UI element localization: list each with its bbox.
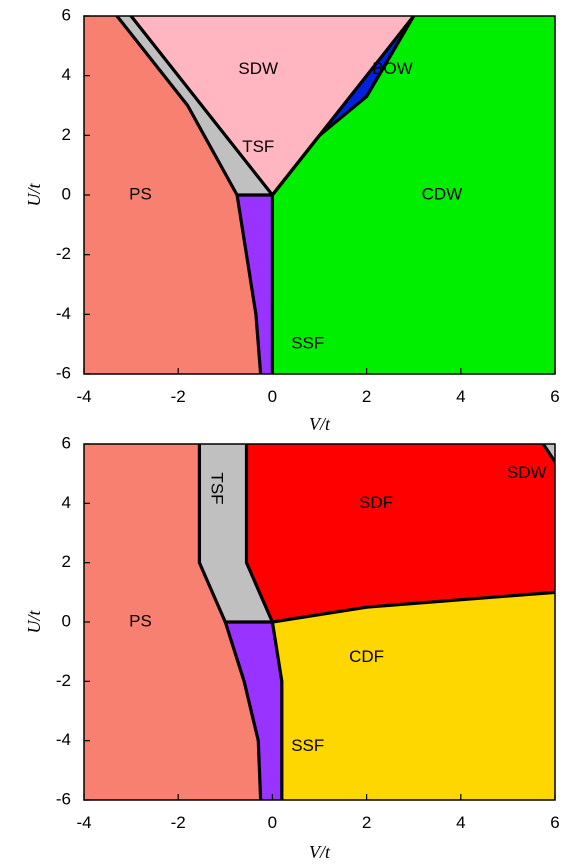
x-tick-label: -2: [171, 813, 186, 832]
y-tick-label: -2: [56, 244, 71, 263]
region-label-bow: BOW: [372, 59, 413, 78]
phase-boundary: [244, 444, 274, 624]
region-label-cdf: CDF: [349, 647, 384, 666]
plot-area: [84, 16, 555, 374]
region-label-ps: PS: [129, 184, 152, 203]
x-tick-label: 2: [362, 813, 371, 832]
y-tick-label: 6: [62, 5, 71, 24]
x-tick-label: 4: [456, 813, 465, 832]
x-axis-label: V/t: [309, 842, 331, 862]
y-tick-label: 4: [62, 493, 71, 512]
x-axis-label: V/t: [309, 414, 331, 434]
region-label-tsf: TSF: [207, 472, 226, 504]
phase-panel-2: PS TSF SDF SDW CDF SSF -4 -2 0 2 4 6 -6 -4 -2 0 2 4 6 V/t U/…: [24, 433, 560, 862]
x-tick-label: -2: [171, 387, 186, 406]
region-label-ps: PS: [129, 611, 152, 630]
y-tick-label: 2: [62, 552, 71, 571]
plot-area: [84, 444, 555, 800]
phase-boundary: [270, 620, 284, 800]
y-tick-label: -2: [56, 671, 71, 690]
phase-boundary: [541, 444, 555, 464]
y-tick-label: 2: [62, 125, 71, 144]
region-label-tsf: TSF: [242, 137, 274, 156]
y-tick-label: 0: [62, 184, 71, 203]
phase-boundary: [115, 16, 263, 374]
phase-boundary: [270, 16, 416, 197]
x-tick-label: 4: [456, 387, 465, 406]
y-tick-label: 6: [62, 433, 71, 452]
region-label-sdw: SDW: [507, 463, 547, 482]
x-tick-label: -4: [76, 813, 91, 832]
y-tick-label: 0: [62, 611, 71, 630]
x-tick-label: 0: [268, 813, 277, 832]
region-label-sdw: SDW: [238, 59, 278, 78]
x-tick-label: 0: [268, 387, 277, 406]
region-cdf: [272, 592, 555, 800]
x-tick-label: 2: [362, 387, 371, 406]
x-tick-label: 6: [550, 387, 559, 406]
y-tick-label: 4: [62, 65, 71, 84]
y-tick-label: -4: [56, 730, 71, 749]
y-axis-label: U/t: [24, 610, 44, 634]
y-tick-label: -6: [56, 789, 71, 808]
region-label-sdf: SDF: [359, 493, 393, 512]
phase-panel-1: PS TSF SDW BOW CDW SSF -4 -2 0 2 4 6 -6 -4 -2 0 2 4 6 V/t U/…: [24, 5, 560, 434]
phase-boundary: [270, 590, 555, 624]
y-tick-label: -6: [56, 363, 71, 382]
x-tick-label: -4: [76, 387, 91, 406]
phase-boundary: [197, 444, 263, 800]
y-tick-label: -4: [56, 304, 71, 323]
region-label-cdw: CDW: [422, 184, 463, 203]
region-label-ssf: SSF: [291, 334, 324, 353]
x-tick-label: 6: [550, 813, 559, 832]
region-label-ssf: SSF: [291, 736, 324, 755]
y-axis-label: U/t: [24, 183, 44, 207]
